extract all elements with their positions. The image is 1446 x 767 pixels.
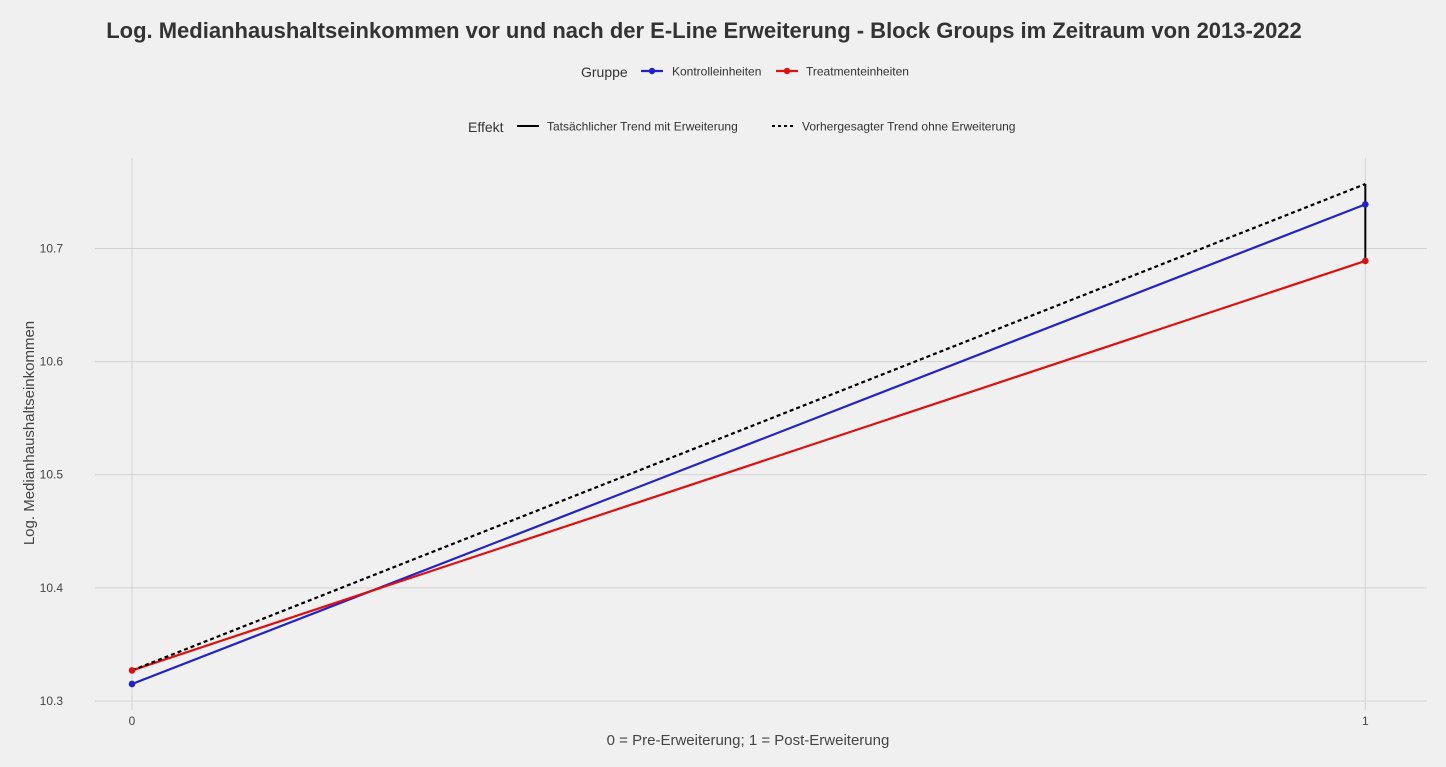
legend-effekt: Effekt Tatsächlicher Trend mit Erweiteru…	[468, 119, 1015, 135]
data-point-treatmenteinheiten	[128, 667, 136, 674]
legend-effekt-title: Effekt	[468, 119, 504, 135]
y-tick-label: 10.7	[40, 241, 64, 255]
y-axis-ticks: 10.3 10.4 10.5 10.6 10.7	[40, 241, 64, 707]
x-tick-label: 0	[129, 714, 136, 728]
y-tick-label: 10.3	[40, 694, 64, 708]
data-point-kontrolleinheiten	[128, 680, 136, 688]
legend-treatmenteinheiten-point	[783, 67, 791, 75]
grid	[95, 158, 1427, 710]
legend-entry-kontrolleinheiten: Kontrolleinheiten	[641, 65, 761, 79]
y-tick-label: 10.4	[40, 581, 64, 595]
data-point-treatmenteinheiten	[1362, 257, 1369, 265]
legend-predicted-trend-label: Vorhergesagter Trend ohne Erweiterung	[802, 120, 1015, 134]
legend-kontrolleinheiten-label: Kontrolleinheiten	[672, 65, 761, 79]
chart-title: Log. Medianhaushaltseinkommen vor und na…	[106, 18, 1302, 43]
series-line-treatmenteinheiten	[131, 259, 1366, 672]
series-line-vorhergesagter-trend-ohne-erweiterung	[131, 182, 1366, 672]
y-tick-label: 10.5	[40, 468, 64, 482]
legend-actual-trend-label: Tatsächlicher Trend mit Erweiterung	[547, 120, 738, 134]
x-axis-label: 0 = Pre-Erweiterung; 1 = Post-Erweiterun…	[607, 732, 890, 749]
legend-entry-treatmenteinheiten: Treatmenteinheiten	[776, 65, 909, 79]
legend-entry-actual-trend: Tatsächlicher Trend mit Erweiterung	[517, 120, 738, 134]
legend-gruppe-title: Gruppe	[581, 64, 628, 80]
y-axis-label: Log. Medianhaushaltseinkommen	[21, 321, 38, 545]
series	[128, 182, 1369, 688]
x-tick-label: 1	[1362, 714, 1369, 728]
y-tick-label: 10.6	[40, 355, 64, 369]
legend-gruppe: Gruppe Kontrolleinheiten Treatmenteinhei…	[581, 64, 909, 80]
legend-treatmenteinheiten-label: Treatmenteinheiten	[806, 65, 909, 79]
data-point-kontrolleinheiten	[1362, 201, 1369, 208]
series-line-kontrolleinheiten	[131, 203, 1366, 686]
legend-kontrolleinheiten-point	[648, 67, 656, 75]
legend-entry-predicted-trend: Vorhergesagter Trend ohne Erweiterung	[772, 120, 1015, 134]
